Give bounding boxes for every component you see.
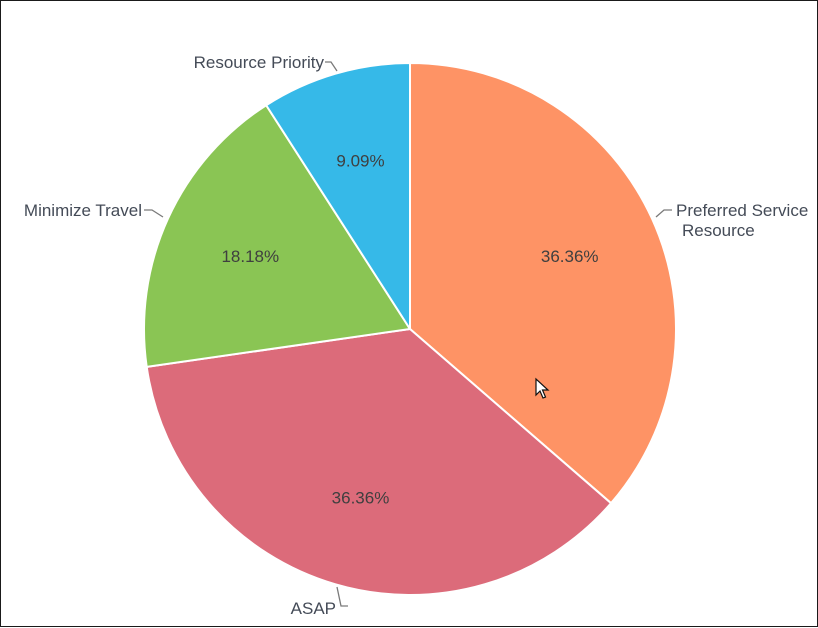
category-label-asap: ASAP xyxy=(291,599,336,618)
pie-slice-resource-priority[interactable] xyxy=(265,62,411,330)
leader-line-resource-priority xyxy=(325,61,338,72)
category-label-preferred-service-resource: Preferred Service Resource xyxy=(676,201,808,240)
percent-label-preferred-service-resource: 36.36% xyxy=(541,247,599,266)
pie-slice-minimize-travel[interactable] xyxy=(143,104,411,368)
leader-line-minimize-travel xyxy=(144,209,164,218)
pie-slice-asap[interactable] xyxy=(145,328,613,596)
labels-layer: Preferred Service Resource ASAP Minimize Tr… xyxy=(24,53,808,618)
category-label-minimize-travel: Minimize Travel xyxy=(24,201,142,220)
pie-slice-preferred-service-resource[interactable] xyxy=(409,62,677,505)
leader-line-asap xyxy=(336,586,348,607)
mouse-pointer-icon xyxy=(535,377,550,399)
percent-labels-layer: 36.36% 36.36% 18.18% 9.09% xyxy=(221,152,598,508)
percent-label-resource-priority: 9.09% xyxy=(336,152,384,171)
percent-label-asap: 36.36% xyxy=(332,488,390,507)
category-label-resource-priority: Resource Priority xyxy=(194,53,325,72)
percent-label-minimize-travel: 18.18% xyxy=(221,247,279,266)
slices-layer xyxy=(143,62,677,596)
leaders-layer xyxy=(144,61,672,607)
leader-line-preferred-service-resource xyxy=(655,209,672,218)
